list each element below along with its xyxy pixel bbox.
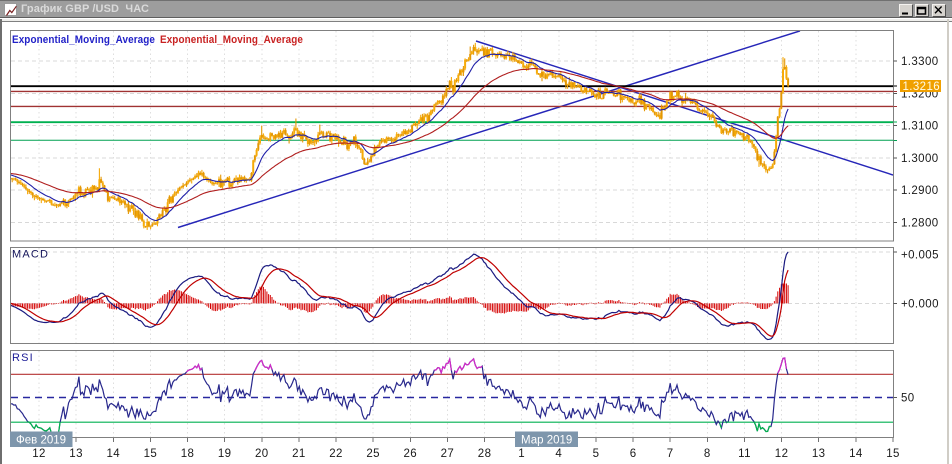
svg-text:26: 26	[404, 448, 418, 460]
svg-text:1.2800: 1.2800	[901, 218, 939, 230]
svg-text:5: 5	[593, 448, 600, 460]
svg-text:22: 22	[329, 448, 343, 460]
svg-text:4: 4	[555, 448, 562, 460]
svg-text:1.3100: 1.3100	[901, 121, 939, 133]
svg-text:12: 12	[32, 448, 46, 460]
svg-text:15: 15	[886, 448, 900, 460]
svg-text:1.3300: 1.3300	[901, 56, 939, 68]
svg-text:MACD: MACD	[12, 249, 49, 261]
svg-text:14: 14	[107, 448, 121, 460]
svg-text:+0.005: +0.005	[901, 249, 939, 261]
svg-text:18: 18	[181, 448, 195, 460]
svg-text:RSI: RSI	[12, 352, 34, 364]
svg-text:6: 6	[630, 448, 637, 460]
svg-text:13: 13	[69, 448, 83, 460]
svg-text:14: 14	[849, 448, 863, 460]
svg-text:1: 1	[518, 448, 525, 460]
svg-text:50: 50	[901, 393, 915, 405]
svg-text:Exponential_Moving_Average: Exponential_Moving_Average	[160, 34, 303, 46]
svg-text:11: 11	[738, 448, 751, 460]
svg-text:Фев 2019: Фев 2019	[16, 435, 66, 447]
svg-text:8: 8	[704, 448, 711, 460]
svg-text:1.2900: 1.2900	[901, 185, 939, 197]
svg-text:15: 15	[144, 448, 158, 460]
svg-text:27: 27	[441, 448, 455, 460]
svg-text:20: 20	[255, 448, 269, 460]
svg-text:1.3216: 1.3216	[903, 81, 941, 93]
svg-text:1.3000: 1.3000	[901, 153, 939, 165]
svg-text:28: 28	[478, 448, 492, 460]
svg-text:25: 25	[366, 448, 380, 460]
svg-text:+0.000: +0.000	[901, 298, 939, 310]
svg-text:21: 21	[292, 448, 306, 460]
svg-text:Мар 2019: Мар 2019	[521, 435, 572, 447]
svg-text:12: 12	[775, 448, 789, 460]
svg-text:7: 7	[667, 448, 674, 460]
svg-text:19: 19	[218, 448, 232, 460]
svg-text:Exponential_Moving_Average: Exponential_Moving_Average	[12, 34, 155, 46]
svg-text:13: 13	[812, 448, 826, 460]
